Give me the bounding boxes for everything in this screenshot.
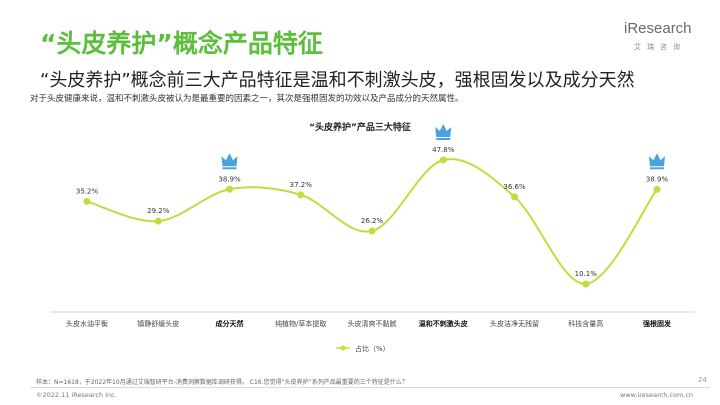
- legend-label: 占比（%）: [355, 344, 390, 353]
- data-label: 10.1%: [575, 270, 598, 278]
- x-tick-label: 头皮清爽不黏腻: [348, 319, 397, 328]
- data-point: [511, 193, 518, 201]
- data-label: 38.9%: [218, 175, 241, 183]
- data-point: [368, 227, 376, 235]
- page-number: 24: [698, 376, 707, 384]
- footer-divider: [30, 387, 710, 388]
- crown-icon: [435, 124, 452, 137]
- data-label: 37.2%: [290, 181, 313, 189]
- x-tick-label: 头皮洁净无残留: [490, 319, 539, 328]
- legend-marker: [340, 345, 346, 351]
- chart-legend: 占比（%）: [336, 344, 390, 353]
- series-line: [86, 158, 658, 286]
- x-tick-label: 成分天然: [216, 319, 244, 328]
- crown-icon-base: [650, 167, 664, 170]
- website-url: www.iresearch.com.cn: [620, 391, 694, 399]
- x-tick-label: 纯植物/草本提取: [275, 319, 326, 328]
- crown-icon-base: [436, 138, 451, 140]
- page-subtitle: “头皮养护”概念前三大产品特征是温和不刺激头皮，强根固发以及成分天然: [40, 70, 635, 91]
- logo-chinese: 艾瑞咨询: [634, 43, 686, 51]
- line-chart: “头皮养护”产品三大特征 35.2% 头皮水油平衡 29.2% 镇静舒缓头皮 38.9%…: [50, 121, 695, 353]
- data-label: 29.2%: [147, 207, 170, 215]
- data-label: 26.2%: [361, 217, 384, 225]
- chart-marks: 35.2% 头皮水油平衡 29.2% 镇静舒缓头皮 38.9% 成分天然 37.2% 纯植物/…: [66, 124, 672, 328]
- data-point: [226, 185, 233, 193]
- x-tick-label: 强根固发: [643, 319, 672, 328]
- data-point: [653, 185, 661, 193]
- x-tick-label: 温和不刺激头皮: [419, 319, 468, 328]
- data-label: 47.8%: [432, 146, 455, 154]
- x-tick-label: 镇静舒缓头皮: [137, 319, 179, 328]
- crown-icon: [221, 153, 238, 167]
- logo-brand: iResearch: [624, 20, 692, 37]
- x-tick-label: 头皮水油平衡: [66, 319, 108, 328]
- data-point: [83, 197, 91, 205]
- data-point: [439, 156, 447, 164]
- x-tick-label: 科技含量高: [568, 319, 603, 328]
- crown-icon-base: [222, 167, 237, 170]
- chart-title: “头皮养护”产品三大特征: [309, 121, 411, 133]
- footnote: 样本：N=1618，于2022年10月通过艾瑞智研平台-消费洞察数据库调研获得。…: [36, 379, 408, 386]
- page-title: “头皮养护”概念产品特征: [40, 29, 323, 58]
- data-label: 36.6%: [503, 183, 526, 191]
- data-point: [582, 280, 590, 288]
- data-label: 35.2%: [76, 187, 99, 195]
- page-description: 对于头皮健康来说，温和不刺激头皮被认为是最重要的因素之一，其次是强根固发的功效以…: [30, 94, 464, 104]
- data-label: 38.9%: [646, 175, 669, 183]
- copyright: ©2022.11 iResearch Inc.: [36, 391, 117, 399]
- chart-area: “头皮养护”产品三大特征 35.2% 头皮水油平衡 29.2% 镇静舒缓头皮 38.9%…: [0, 112, 720, 362]
- crown-icon: [649, 153, 665, 167]
- data-point: [297, 191, 305, 199]
- iresearch-logo: iResearch 艾瑞咨询: [624, 20, 694, 60]
- data-point: [154, 217, 162, 225]
